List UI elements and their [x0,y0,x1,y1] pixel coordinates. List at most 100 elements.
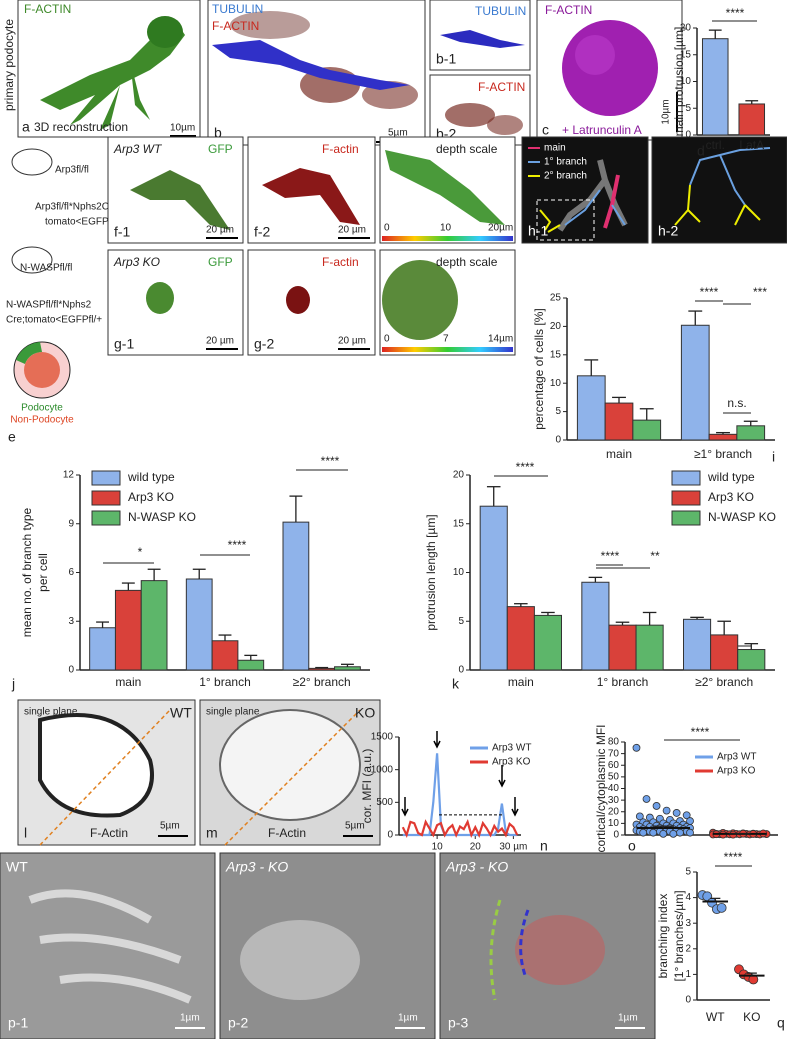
data-point [642,795,651,803]
legend-swatch [91,470,121,486]
depth-title: depth scale [436,142,498,156]
legend-label: N-WASP KO [708,510,776,524]
y-tick-label: 60 [608,760,620,771]
scale-label: 20 µm [338,225,366,236]
y-tick-label: 15 [550,349,562,360]
legend-label: Arp3 WT [717,752,756,763]
bar [683,618,712,671]
bar [581,581,610,671]
significance-label: **** [601,549,620,563]
depth-max: 14µm [488,334,513,345]
y-axis-label: percentage of cells [%] [532,308,546,429]
image-title: single plane [24,707,78,718]
channel-label: F-actin [322,255,359,269]
panels-p: WT 1µm p-1 Arp3 - KO 1µm p-2 Arp3 - KO 1… [0,852,656,1039]
data-point [662,806,671,815]
bar [89,627,116,671]
y-tick-label: 40 [608,783,620,794]
caption: + Latrunculin A [562,123,642,137]
cell-cortex [38,713,154,818]
panel-letter: b-1 [436,51,456,67]
bar [506,606,535,671]
x-tick-label: ≥1° branch [694,447,752,461]
genotype: WT [170,705,192,721]
bar [736,425,766,441]
y-tick-label: 5 [555,406,561,417]
genotype: Arp3 WT [113,142,163,156]
channel-label: F-ACTIN [24,2,71,16]
image-frame [107,249,244,356]
scale-label: 1µm [180,1013,200,1024]
depth-min: 0 [384,334,390,345]
cell-rendering [40,20,185,130]
legend-swatch [91,490,121,506]
bar [479,505,508,671]
panel-letter: p-3 [448,1015,468,1031]
y-axis-label: cor. MFI (a.u.) [360,749,374,824]
legend-label: Arp3 KO [128,490,174,504]
y-tick-label: 10 [453,567,465,578]
image-frame [0,852,216,1039]
y-tick-label: 4 [685,892,691,903]
scale-label: 10µm [661,99,672,124]
depth-min: 0 [384,223,390,234]
cross: Cre;tomato<EGFPfl/+ [6,315,102,326]
bar [701,38,729,136]
cell-cortex [219,709,361,821]
actin-blob [445,103,495,127]
bar [710,634,739,671]
cell-rendering [385,150,505,225]
foot-processes [28,889,192,1004]
panel-e: Arp3fl/fl Arp3fl/fl*Nphs2Cre; tomato<EGF… [6,148,122,445]
bar [282,521,310,671]
panels-f-g: Arp3 WT GFP 20 µm f-1 F-actin 20 µm f-2 … [107,136,516,356]
channel-label: F-ACTIN [545,3,592,17]
y-tick-label: 12 [63,470,75,481]
panel-letter: f-2 [254,224,271,240]
y-tick-label: 10 [550,378,562,389]
legend-swatch [671,470,701,486]
data-point [635,812,644,821]
panel-letter: p-2 [228,1015,248,1031]
tubulin [212,40,410,90]
significance-label: **** [726,6,745,20]
bar [140,580,168,671]
panels-h: main 1° branch 2° branch h-1 h-2 [521,136,787,244]
scale-label: 5µm [388,128,408,139]
channel-label: GFP [208,142,233,156]
y-tick-label: 0 [387,830,393,841]
channel-label: F-ACTIN [212,19,259,33]
panel-letter: m [206,825,218,841]
bar [608,624,637,671]
y-axis-label: per cell [36,553,50,592]
legend-label: Arp3 KO [708,490,754,504]
panel-letter: k [452,676,460,692]
x-tick-label: main [115,675,141,689]
x-tick-label: 1° branch [199,675,251,689]
data-point [676,828,684,837]
channel-label: F-Actin [90,826,128,840]
y-tick-label: 1500 [371,732,394,743]
y-tick-label: 5 [685,867,691,878]
cell-rendering [262,168,360,225]
y-tick-label: 70 [608,748,620,759]
data-point [659,829,668,838]
y-tick-label: 15 [680,49,692,60]
depth-max: 20µm [488,223,513,234]
y-tick-label: 0 [685,995,691,1006]
panel-letter: h-2 [658,223,678,239]
key-label: 1° branch [544,157,587,168]
y-tick-label: 20 [680,23,692,34]
panel-letter: f-1 [114,224,131,240]
y-tick-label: 10 [608,818,620,829]
branch-trace [519,909,530,976]
data-point [669,829,678,838]
podocyte-icon [16,342,42,364]
bar [211,640,239,671]
bar [308,667,336,671]
depth-mid: 7 [443,334,449,345]
image-title: single plane [206,707,260,718]
significance-label: **** [228,538,247,552]
bar [533,614,563,671]
y-tick-label: 20 [608,806,620,817]
